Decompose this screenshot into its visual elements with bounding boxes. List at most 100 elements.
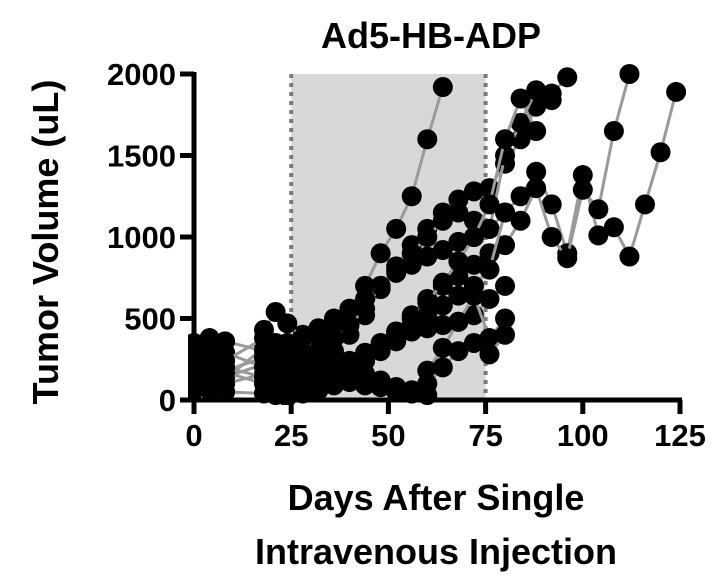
series-10-point (308, 380, 329, 401)
series-8-point (417, 318, 438, 339)
series-4-point (603, 217, 624, 238)
series-10-point (199, 376, 220, 397)
series-4-point (386, 262, 407, 283)
series-10-point (463, 332, 484, 353)
series-5-point (572, 179, 593, 200)
series-9-point (432, 337, 453, 358)
x-axis-label-line-2: Intravenous Injection (255, 531, 617, 572)
series-4-point (588, 225, 609, 246)
series-5-point (603, 121, 624, 142)
series-8-point (401, 321, 422, 342)
series-11-point (386, 376, 407, 397)
series-6-point (479, 194, 500, 215)
series-9-point (308, 360, 329, 381)
series-9-point (479, 328, 500, 349)
series-3-point (510, 112, 531, 133)
series-9-point (495, 308, 516, 329)
series-10-point (215, 381, 236, 402)
series-10-point (495, 324, 516, 345)
x-tick-label: 0 (185, 418, 202, 453)
series-4-point (572, 165, 593, 186)
series-11-point (323, 349, 344, 370)
series-11-point (355, 363, 376, 384)
series-4-point (479, 218, 500, 239)
series-7-point (479, 259, 500, 280)
series-4-point (666, 81, 687, 102)
x-tick-label: 100 (557, 418, 609, 453)
series-10-point (339, 370, 360, 391)
series-4-point (417, 246, 438, 267)
series-1-point (417, 129, 438, 150)
series-6-point (215, 331, 236, 352)
series-11-point (339, 355, 360, 376)
series-7-point (495, 202, 516, 223)
x-tick-label: 75 (468, 418, 502, 453)
series-11-point (370, 370, 391, 391)
series-6-point (448, 251, 469, 272)
series-8-point (479, 288, 500, 309)
series-4-point (339, 298, 360, 319)
y-tick-label: 2000 (107, 57, 176, 92)
series-3-point (526, 80, 547, 101)
series-3-point (541, 90, 562, 111)
y-tick-label: 1000 (107, 220, 176, 255)
series-4-point (526, 161, 547, 182)
series-9-point (463, 285, 484, 306)
series-1-point (370, 243, 391, 264)
y-tick-label: 500 (124, 302, 176, 337)
series-10-point (448, 341, 469, 362)
series-4-point (308, 318, 329, 339)
series-11-point (308, 341, 329, 362)
series-6-point (463, 227, 484, 247)
series-1-point (386, 218, 407, 239)
series-6-point (199, 328, 220, 349)
series-4-point (541, 194, 562, 215)
series-10-point (479, 344, 500, 365)
series-6-point (432, 272, 453, 293)
series-6-point (526, 121, 547, 142)
series-3-point (323, 328, 344, 349)
series-8-point (386, 331, 407, 352)
series-3-point (432, 210, 453, 231)
series-5-point (463, 254, 484, 275)
series-5-point (541, 227, 562, 247)
series-11 (253, 301, 438, 405)
series-5-point (495, 235, 516, 256)
y-tick-label: 1500 (107, 139, 176, 174)
x-tick-label: 50 (371, 418, 405, 453)
series-11-point (292, 328, 313, 349)
series-4-point (510, 186, 531, 207)
series-1-point (432, 77, 453, 98)
series-4-point (401, 254, 422, 275)
series-4-point (635, 194, 656, 215)
series-1-point (401, 186, 422, 207)
series-8-point (495, 275, 516, 296)
chart-title: Ad5-HB-ADP (321, 15, 541, 56)
series-4-point (448, 231, 469, 252)
series-5-point (619, 64, 640, 84)
series-4-point (370, 275, 391, 296)
series-8-point (432, 315, 453, 336)
ticks-group: 0 500 1000 1500 2000 0 25 50 75 100 125 (107, 57, 706, 453)
series-7-point (432, 295, 453, 316)
series-5-point (448, 266, 469, 287)
series-10-point (323, 375, 344, 396)
series-5-point (588, 199, 609, 220)
x-tick-label: 125 (654, 418, 706, 453)
series-4-point (323, 308, 344, 329)
series-4-point (355, 288, 376, 309)
series-2-point (463, 181, 484, 202)
series-9-point (215, 350, 236, 371)
y-axis-label: Tumor Volume (uL) (25, 80, 66, 405)
series-11-point (253, 319, 274, 340)
series-8-point (370, 341, 391, 362)
series-9-point (292, 352, 313, 373)
series-10-point (432, 357, 453, 378)
series-4-point (619, 246, 640, 267)
x-tick-label: 25 (274, 418, 308, 453)
series-3-point (417, 227, 438, 247)
series-5-point (510, 210, 531, 231)
series-9-point (448, 311, 469, 332)
series-6-point (510, 88, 531, 109)
